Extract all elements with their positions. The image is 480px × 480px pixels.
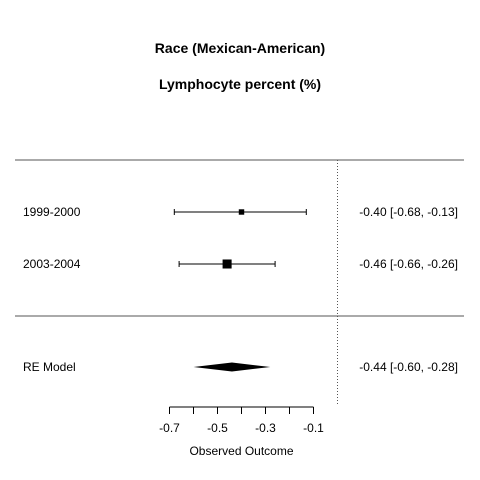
x-tick-label: -0.3 [255,421,276,435]
chart-title: Race (Mexican-American) [154,40,326,56]
study-estimate-square [222,259,232,269]
study-estimate-square [238,209,245,215]
study-label: 1999-2000 [23,205,81,219]
summary-label: RE Model [23,360,76,374]
chart-subtitle: Lymphocyte percent (%) [158,76,322,92]
study-ci-text: -0.46 [-0.66, -0.26] [359,257,458,271]
x-tick-label: -0.1 [303,421,324,435]
summary-ci-text: -0.44 [-0.60, -0.28] [359,360,458,374]
summary-diamond [193,362,271,372]
study-ci-text: -0.40 [-0.68, -0.13] [359,205,458,219]
x-axis-label: Observed Outcome [189,444,293,458]
study-label: 2003-2004 [23,257,81,271]
x-tick-label: -0.5 [207,421,228,435]
x-tick-label: -0.7 [159,421,180,435]
